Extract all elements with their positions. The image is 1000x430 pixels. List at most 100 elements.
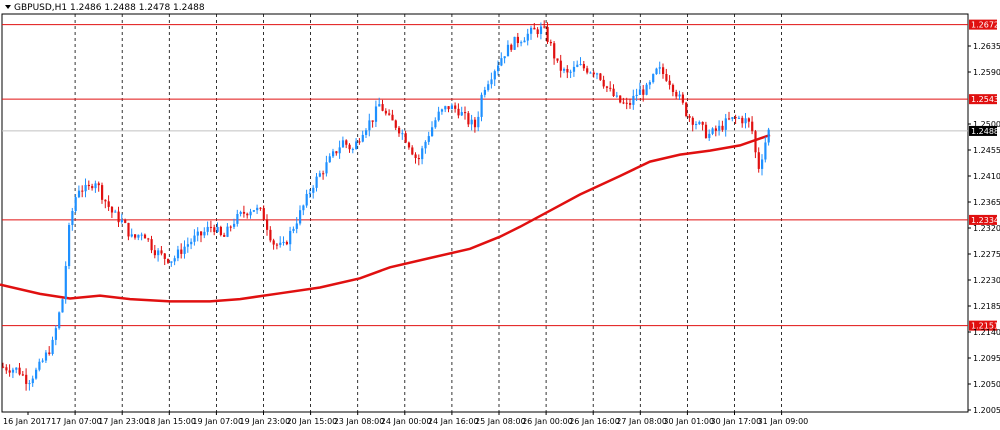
candle-body: [638, 89, 642, 95]
x-tick-label: 18 Jan 15:00: [145, 417, 196, 426]
candle-body: [490, 79, 493, 85]
level-price-label: 1.2151: [971, 322, 999, 331]
y-tick-label: 1.2095: [973, 354, 1000, 363]
candle-body: [183, 246, 186, 254]
y-tick-label: 1.2455: [973, 146, 1000, 155]
candle-body: [764, 142, 767, 160]
candle-body: [239, 211, 242, 214]
candle-body: [629, 103, 632, 105]
candle-body: [665, 74, 668, 81]
candle-body: [61, 299, 64, 313]
candle-body: [440, 109, 444, 112]
horizontal-levels[interactable]: 1.2672 1.2543 1.2334 1.2151 1.2488: [2, 19, 999, 331]
candle-body: [454, 105, 457, 109]
candle-body: [94, 183, 97, 189]
candle-body: [695, 124, 698, 126]
candle-body: [414, 154, 417, 159]
candle-body: [549, 41, 552, 44]
candle-body: [671, 84, 675, 92]
candle-body: [2, 366, 5, 368]
candle-body: [681, 94, 684, 103]
candle-body: [563, 68, 566, 71]
candle-body: [668, 80, 671, 85]
candle-body: [424, 141, 427, 149]
candle-body: [186, 244, 189, 247]
candle-body: [68, 224, 71, 267]
candle-body: [572, 66, 576, 72]
candle-body: [523, 40, 526, 43]
candle-body: [312, 187, 315, 193]
candle-body: [569, 71, 572, 73]
candle-body: [365, 130, 368, 135]
candle-body: [81, 190, 84, 192]
candle-body: [236, 213, 239, 224]
candle-body: [190, 241, 193, 245]
candle-body: [176, 249, 180, 259]
candle-body: [704, 124, 708, 138]
x-tick-label: 19 Jan 07:00: [192, 417, 243, 426]
current-price-label: 1.2488: [971, 127, 999, 136]
candle-body: [180, 249, 183, 254]
candle-body: [338, 147, 341, 154]
candle-body: [652, 74, 655, 83]
candle-body: [767, 129, 770, 143]
candle-body: [25, 374, 28, 384]
candle-body: [658, 67, 661, 69]
candle-body: [137, 234, 140, 238]
candle-body: [427, 136, 430, 142]
y-tick-label: 1.2275: [973, 250, 1000, 259]
candle-body: [556, 58, 559, 61]
candle-body: [223, 234, 226, 237]
candle-body: [368, 120, 371, 131]
level-price-box: [969, 214, 997, 225]
candle-body: [470, 119, 473, 125]
candle-body: [44, 352, 48, 361]
candle-body: [678, 94, 681, 97]
candle-body: [97, 183, 100, 186]
candle-body: [200, 231, 203, 236]
candle-body: [559, 60, 562, 71]
candle-body: [473, 119, 477, 128]
triangle-down-icon[interactable]: [5, 5, 11, 9]
candle-body: [120, 219, 123, 223]
header-ohlc: 1.2486 1.2488 1.2478 1.2488: [70, 3, 205, 13]
candle-body: [497, 65, 500, 72]
candle-body: [526, 33, 529, 41]
candle-body: [153, 250, 156, 256]
x-tick-label: 25 Jan 08:00: [475, 417, 526, 426]
candle-body: [734, 117, 737, 119]
candle-body: [394, 120, 397, 128]
candle-body: [203, 231, 206, 236]
y-tick-label: 1.2230: [973, 276, 1000, 285]
y-tick-label: 1.2590: [973, 68, 1000, 77]
candle-body: [11, 369, 15, 373]
candle-body: [381, 104, 384, 111]
candle-body: [500, 58, 503, 66]
candle-body: [662, 67, 665, 75]
candle-body: [351, 149, 354, 151]
candle-body: [642, 89, 645, 95]
candle-body: [285, 241, 288, 245]
candle-body: [724, 118, 727, 130]
candle-body: [503, 56, 506, 59]
y-tick-label: 1.2320: [973, 224, 1000, 233]
candle-body: [173, 258, 176, 262]
candle-body: [589, 72, 592, 74]
candle-body: [322, 173, 325, 175]
candle-body: [28, 383, 31, 385]
candle-body: [256, 207, 259, 211]
candle-body: [645, 84, 648, 95]
candle-body: [483, 89, 486, 95]
candle-body: [701, 121, 704, 125]
candle-body: [398, 127, 401, 134]
chart-header[interactable]: GBPUSD,H1 1.2486 1.2488 1.2478 1.2488: [5, 3, 205, 13]
candle-body: [714, 128, 717, 131]
candle-body: [18, 367, 21, 375]
candle-body: [31, 378, 34, 384]
candle-body: [619, 95, 622, 103]
candle-body: [464, 112, 467, 114]
level-price-label: 1.2334: [971, 216, 999, 225]
